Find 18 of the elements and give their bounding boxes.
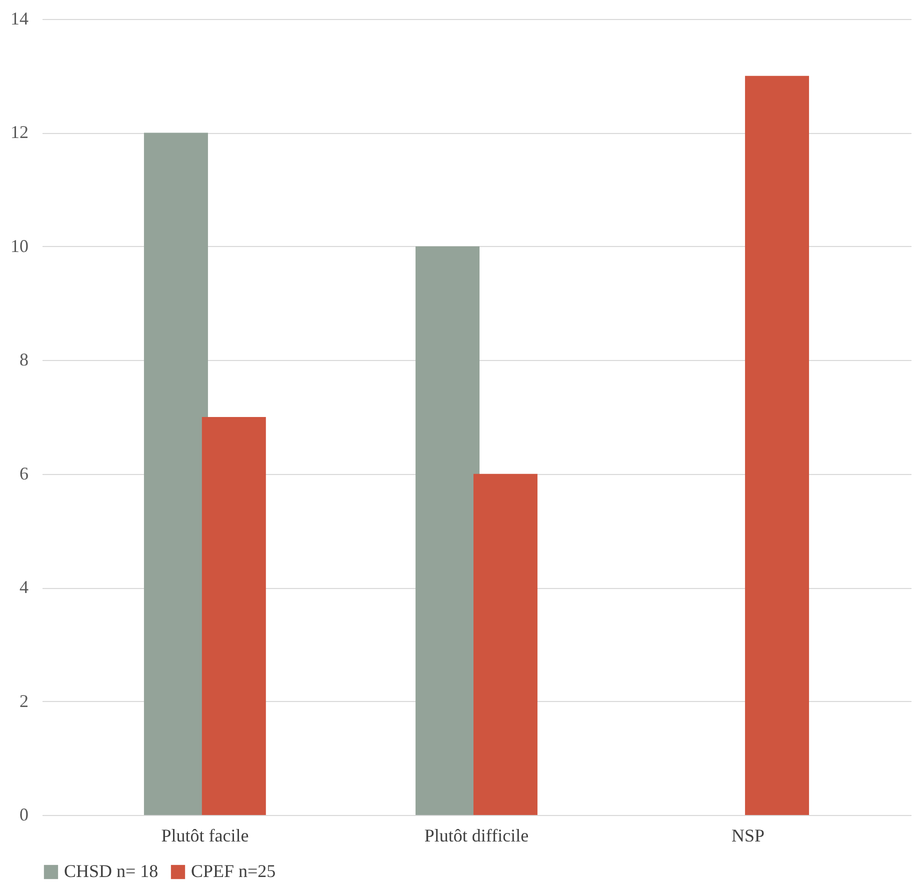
y-tick-label: 2: [20, 690, 28, 711]
y-tick-label: 6: [20, 463, 28, 484]
legend-label: CHSD n= 18: [64, 861, 158, 881]
bar: [745, 76, 810, 815]
legend-label: CPEF n=25: [191, 861, 276, 881]
bar: [144, 132, 208, 815]
y-tick-label: 8: [20, 350, 28, 370]
y-tick-label: 14: [10, 8, 28, 28]
y-tick-label: 0: [20, 804, 28, 824]
bar: [416, 246, 480, 815]
y-tick-label: 4: [20, 577, 28, 598]
y-tick-label: 12: [10, 122, 28, 142]
x-tick-label: Plutôt facile: [161, 826, 249, 846]
x-tick-label: NSP: [732, 826, 765, 846]
bar: [202, 417, 266, 815]
x-tick-label: Plutôt difficile: [424, 826, 529, 846]
bar: [473, 474, 538, 815]
y-tick-label: 10: [10, 236, 28, 256]
